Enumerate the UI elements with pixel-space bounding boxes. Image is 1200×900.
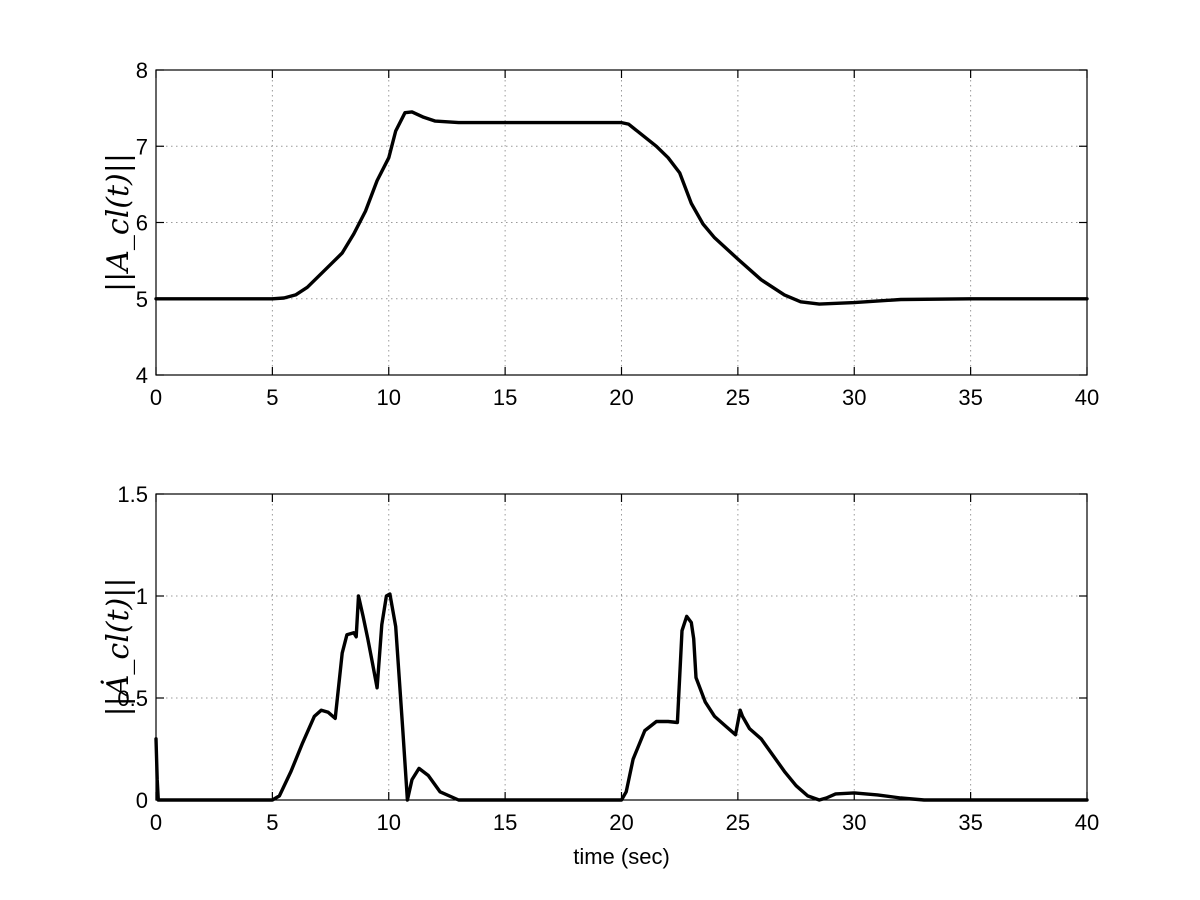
y-tick-label: 1.5 (117, 482, 148, 507)
x-tick-label: 25 (726, 810, 750, 835)
x-tick-label: 20 (609, 810, 633, 835)
y-tick-label: 7 (136, 134, 148, 159)
x-tick-label: 35 (958, 385, 982, 410)
y-tick-label: 4 (136, 363, 148, 388)
x-tick-label: 15 (493, 385, 517, 410)
x-tick-label: 10 (377, 810, 401, 835)
x-tick-label: 35 (958, 810, 982, 835)
x-tick-label: 25 (726, 385, 750, 410)
x-tick-label: 5 (266, 810, 278, 835)
x-tick-label: 20 (609, 385, 633, 410)
x-tick-label: 40 (1075, 385, 1099, 410)
series-line (154, 110, 1089, 306)
bottom-plot-panel: 0 5 10 15 20 25 30 35 40 0 0.5 1 1.5 ||Ȧ_cl(t)||time … (100, 482, 1099, 869)
y-axis-label: ||A_cl(t)|| (101, 153, 136, 292)
x-tick-label: 15 (493, 810, 517, 835)
x-tick-label: 30 (842, 810, 866, 835)
series-line (154, 592, 1089, 802)
y-axis-label: ||Ȧ_cl(t)|| (100, 578, 136, 717)
x-axis-label: time (sec) (573, 844, 670, 869)
x-tick-label: 5 (266, 385, 278, 410)
x-tick-label: 0 (150, 385, 162, 410)
y-tick-label: 0 (136, 788, 148, 813)
x-tick-label: 30 (842, 385, 866, 410)
y-tick-label: 8 (136, 58, 148, 83)
y-tick-label: 0.5 (117, 686, 148, 711)
y-tick-label: 6 (136, 211, 148, 236)
y-tick-label: 5 (136, 287, 148, 312)
y-tick-label: 1 (136, 584, 148, 609)
x-tick-label: 0 (150, 810, 162, 835)
x-tick-label: 10 (377, 385, 401, 410)
x-tick-label: 40 (1075, 810, 1099, 835)
